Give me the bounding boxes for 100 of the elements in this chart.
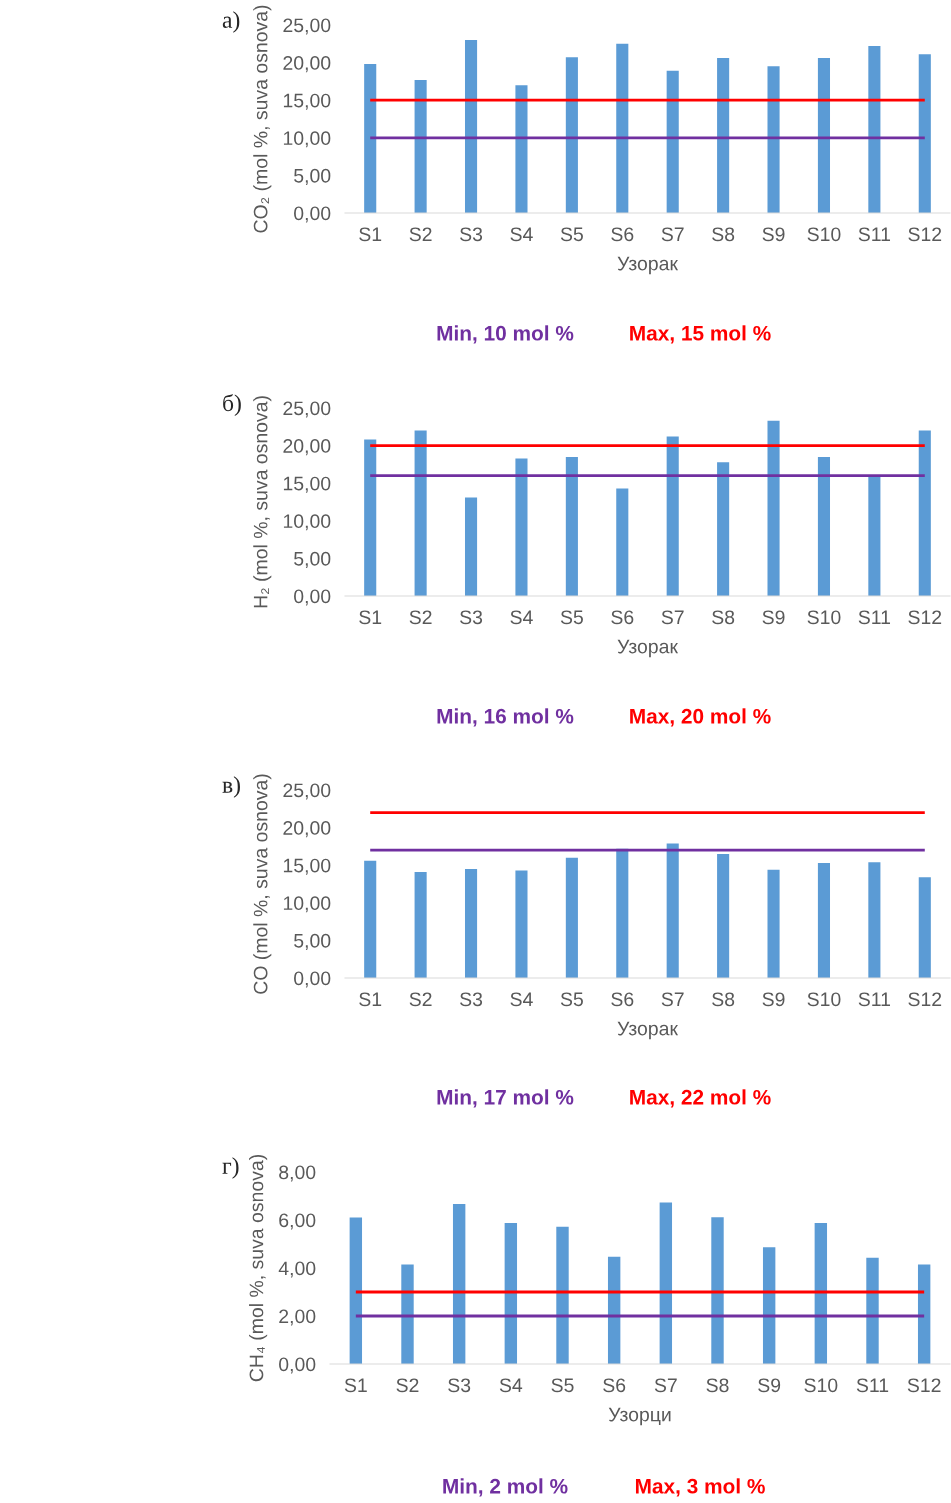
y-tick-label: 10,00 xyxy=(283,514,331,531)
y-tick-label: 25,00 xyxy=(283,783,331,800)
x-tick-label: S7 xyxy=(661,610,684,625)
x-tick-label: S9 xyxy=(762,227,785,242)
x-tick-label: S6 xyxy=(611,227,634,242)
y-tick-label: 15,00 xyxy=(283,858,331,875)
bar xyxy=(515,870,528,978)
y-axis-title: CO₂ (mol %, suva osnova) xyxy=(253,5,272,233)
x-axis-title: Узорак xyxy=(617,256,679,275)
x-tick-label: S10 xyxy=(807,610,841,625)
x-tick-label: S4 xyxy=(510,992,533,1007)
x-tick-label: S5 xyxy=(560,610,583,625)
x-tick-label: S2 xyxy=(409,227,432,242)
bar xyxy=(767,869,780,978)
bar xyxy=(918,430,931,596)
bar xyxy=(364,64,377,213)
x-tick-label: S3 xyxy=(460,610,483,625)
x-tick-label: S11 xyxy=(858,227,891,242)
y-tick-label: 10,00 xyxy=(283,131,331,148)
bar xyxy=(868,46,881,213)
bar xyxy=(817,58,831,213)
x-tick-label: S1 xyxy=(359,227,382,242)
y-tick-label: 5,00 xyxy=(294,933,331,950)
bar xyxy=(717,462,730,596)
ref-line-label: Max, 22 mol % xyxy=(630,1089,771,1108)
x-tick-label: S5 xyxy=(551,1378,574,1393)
x-tick-label: S7 xyxy=(661,992,684,1007)
x-tick-label: S8 xyxy=(712,610,735,625)
y-tick-label: 10,00 xyxy=(283,896,331,913)
bar xyxy=(918,877,931,978)
bar xyxy=(659,1202,673,1364)
x-tick-label: S10 xyxy=(807,227,841,242)
y-axis-title: H₂ (mol %, suva osnova) xyxy=(253,396,272,608)
bar xyxy=(565,857,578,978)
x-tick-label: S12 xyxy=(908,227,942,242)
bar xyxy=(866,1257,879,1364)
y-tick-label: 5,00 xyxy=(294,551,331,568)
y-tick-label: 20,00 xyxy=(283,56,331,73)
x-tick-label: S1 xyxy=(359,992,382,1007)
bar xyxy=(515,458,528,596)
x-tick-label: S12 xyxy=(907,1378,941,1393)
bar xyxy=(817,862,831,978)
bar xyxy=(504,1223,518,1364)
bar xyxy=(918,54,931,213)
x-tick-label: S11 xyxy=(858,610,891,625)
y-tick-label: 4,00 xyxy=(278,1261,316,1278)
bar xyxy=(717,853,730,978)
bar xyxy=(666,843,679,978)
y-tick-label: 25,00 xyxy=(283,18,331,35)
x-tick-label: S4 xyxy=(510,227,533,242)
x-tick-label: S5 xyxy=(560,992,583,1007)
bar xyxy=(616,488,629,596)
bar xyxy=(717,58,730,213)
x-axis-title: Узорак xyxy=(617,1021,679,1040)
bar xyxy=(364,439,377,596)
ref-line-label: Max, 20 mol % xyxy=(630,708,771,727)
bar xyxy=(515,85,528,213)
ref-line-label: Min, 16 mol % xyxy=(437,708,574,727)
y-tick-label: 0,00 xyxy=(294,971,331,988)
y-tick-label: 25,00 xyxy=(283,401,331,418)
y-tick-label: 15,00 xyxy=(283,93,331,110)
bar xyxy=(817,456,831,596)
y-axis-title: CH₄ (mol %, suva osnova) xyxy=(249,1155,268,1382)
x-tick-label: S3 xyxy=(460,227,483,242)
x-tick-label: S2 xyxy=(409,992,432,1007)
y-tick-label: 15,00 xyxy=(283,476,331,493)
bar xyxy=(762,1247,776,1364)
y-tick-label: 6,00 xyxy=(279,1213,316,1230)
bar xyxy=(666,70,679,213)
chart-title: в) xyxy=(222,776,240,798)
x-tick-label: S3 xyxy=(448,1378,471,1393)
chart-title: а) xyxy=(222,11,240,33)
x-tick-label: S4 xyxy=(499,1378,523,1393)
y-tick-label: 8,00 xyxy=(279,1165,316,1182)
bar xyxy=(464,40,478,213)
bar xyxy=(349,1217,363,1364)
ref-line-label: Min, 2 mol % xyxy=(443,1478,568,1497)
y-tick-label: 2,00 xyxy=(279,1309,316,1326)
x-tick-label: S2 xyxy=(409,610,432,625)
x-tick-label: S12 xyxy=(908,992,942,1007)
ref-line-label: Min, 17 mol % xyxy=(437,1089,574,1108)
bar xyxy=(711,1217,724,1364)
y-tick-label: 20,00 xyxy=(283,821,331,838)
bar xyxy=(401,1264,414,1364)
x-tick-label: S8 xyxy=(712,227,735,242)
bar xyxy=(868,476,881,596)
x-tick-label: S4 xyxy=(510,610,533,625)
bar xyxy=(814,1223,828,1364)
ref-line-label: Min, 10 mol % xyxy=(437,325,574,344)
bar xyxy=(414,430,427,596)
y-tick-label: 5,00 xyxy=(294,168,331,185)
bar xyxy=(565,456,578,596)
x-tick-label: S1 xyxy=(344,1378,367,1393)
bar xyxy=(556,1226,569,1364)
x-tick-label: S1 xyxy=(359,610,382,625)
chart-title: б) xyxy=(223,394,241,416)
x-axis-title: Узорци xyxy=(608,1407,671,1426)
y-tick-label: 0,00 xyxy=(294,589,331,606)
x-axis-title: Узорак xyxy=(617,639,679,658)
x-tick-label: S8 xyxy=(712,992,735,1007)
